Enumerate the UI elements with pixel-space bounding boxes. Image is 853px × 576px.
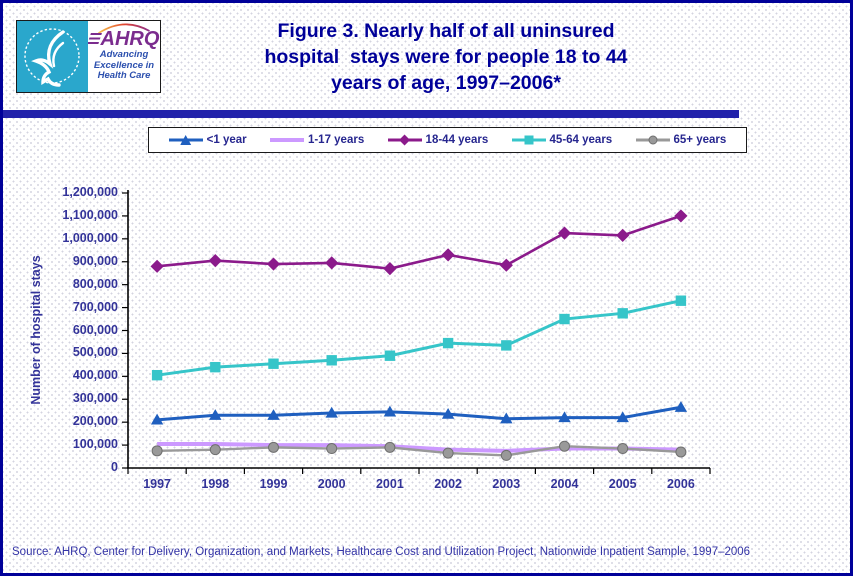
legend-swatch-none-icon	[269, 135, 304, 146]
legend-label: 65+ years	[673, 134, 727, 146]
data-point-45-64 years	[326, 355, 337, 366]
series-line-45-64 years	[156, 299, 682, 377]
ahrq-tagline: Advancing Excellence in Health Care	[88, 49, 160, 82]
y-tick-label: 300,000	[72, 391, 118, 406]
y-tick-label: 800,000	[72, 276, 118, 291]
y-tick-label: 1,000,000	[62, 230, 118, 245]
x-tick-label: 2002	[434, 477, 462, 491]
data-point-65+ years	[151, 445, 163, 457]
data-point-<1 year	[500, 412, 513, 424]
legend-item-1-17 years: 1-17 years	[269, 134, 365, 146]
figure-title-line: hospital stays were for people 18 to 44	[264, 46, 628, 68]
legend-item-<1 year: <1 year	[168, 134, 247, 146]
series-line-18-44 years	[156, 214, 682, 270]
legend-swatch-triangle-icon	[168, 135, 203, 146]
data-point-65+ years	[268, 441, 279, 453]
ahrq-logo: AHRQ Advancing Excellence in Health Care	[16, 20, 161, 93]
data-point-<1 year	[267, 409, 280, 420]
legend-label: <1 year	[206, 134, 247, 146]
legend-item-45-64 years: 45-64 years	[511, 134, 613, 146]
data-point-45-64 years	[268, 358, 279, 369]
y-tick-label: 400,000	[72, 368, 118, 383]
data-point-<1 year	[674, 401, 688, 412]
data-point-45-64 years	[442, 337, 454, 349]
data-point-<1 year	[558, 411, 571, 423]
ahrq-wordmark-block: AHRQ Advancing Excellence in Health Care	[88, 21, 160, 92]
data-point-<1 year	[150, 413, 164, 425]
legend-item-18-44 years: 18-44 years	[387, 134, 489, 146]
data-point-65+ years	[442, 447, 454, 459]
x-tick-label: 2004	[550, 477, 579, 491]
legend-swatch-square-icon	[511, 135, 546, 146]
data-point-18-44 years	[499, 258, 513, 272]
y-tick-label: 100,000	[72, 437, 118, 452]
data-point-65+ years	[559, 440, 570, 452]
data-point-45-64 years	[559, 313, 570, 325]
tagline-line: Health Care	[97, 70, 151, 81]
data-point-18-44 years	[325, 256, 339, 270]
series-line-65+ years	[157, 445, 681, 457]
data-point-18-44 years	[441, 248, 455, 262]
legend-item-65+ years: 65+ years	[635, 134, 727, 146]
data-point-<1 year	[209, 409, 222, 420]
ahrq-wordmark: AHRQ	[88, 29, 160, 49]
header-divider	[3, 110, 739, 118]
hhs-seal-icon	[17, 21, 88, 92]
x-tick-label: 1997	[143, 477, 171, 491]
data-point-18-44 years	[674, 209, 688, 223]
legend-label: 18-44 years	[425, 134, 489, 146]
legend-label: 45-64 years	[549, 134, 613, 146]
y-tick-label: 700,000	[72, 299, 118, 314]
legend-swatch-circle-icon	[635, 135, 670, 146]
data-point-18-44 years	[208, 254, 222, 268]
legend-swatch-diamond-icon	[387, 134, 422, 146]
chart-legend: <1 year 1-17 years 18-44 years 45-64 years 6…	[148, 127, 747, 153]
legend-label: 1-17 years	[307, 134, 365, 146]
y-tick-label: 500,000	[72, 345, 118, 360]
y-tick-label: 900,000	[72, 253, 118, 268]
series-line-<1 year	[156, 405, 682, 422]
data-point-45-64 years	[675, 295, 687, 306]
figure-title: Figure 3. Nearly half of all uninsured h…	[196, 18, 696, 96]
x-tick-label: 2003	[492, 477, 521, 491]
chart-plot	[122, 190, 711, 474]
y-tick-label: 200,000	[72, 414, 118, 429]
data-point-65+ years	[675, 446, 687, 458]
data-point-<1 year	[325, 406, 338, 418]
data-point-65+ years	[617, 443, 629, 455]
data-point-<1 year	[441, 407, 455, 419]
x-tick-label: 1999	[259, 477, 288, 491]
y-tick-label: 600,000	[72, 322, 118, 337]
data-point-65+ years	[209, 444, 221, 456]
data-point-18-44 years	[616, 228, 630, 242]
data-point-<1 year	[383, 405, 397, 417]
data-point-65+ years	[384, 441, 396, 453]
x-tick-label: 2005	[608, 477, 637, 491]
tagline-line: Excellence in	[93, 59, 155, 71]
data-point-18-44 years	[557, 226, 572, 240]
data-point-65+ years	[500, 449, 512, 461]
y-tick-label: 0	[111, 460, 118, 474]
data-point-45-64 years	[617, 308, 628, 319]
x-tick-label: 2000	[317, 477, 346, 491]
figure-title-line: Figure 3. Nearly half of all uninsured	[277, 20, 615, 42]
y-tick-label: 1,100,000	[62, 207, 118, 222]
tagline-line: Advancing	[99, 49, 149, 60]
figure-title-line: years of age, 1997–2006*	[331, 72, 561, 94]
data-point-45-64 years	[151, 369, 163, 381]
data-point-45-64 years	[501, 340, 512, 351]
data-point-45-64 years	[384, 350, 396, 361]
source-note: Source: AHRQ, Center for Delivery, Organ…	[12, 546, 751, 558]
x-tick-label: 2006	[666, 477, 695, 491]
data-point-<1 year	[616, 411, 629, 423]
data-point-18-44 years	[266, 257, 281, 271]
x-tick-label: 1998	[201, 477, 230, 491]
data-point-18-44 years	[150, 259, 164, 273]
x-tick-label: 2001	[375, 477, 404, 491]
data-point-65+ years	[326, 443, 338, 455]
data-point-18-44 years	[383, 262, 397, 276]
y-tick-label: 1,200,000	[62, 185, 118, 199]
data-point-45-64 years	[210, 361, 221, 373]
